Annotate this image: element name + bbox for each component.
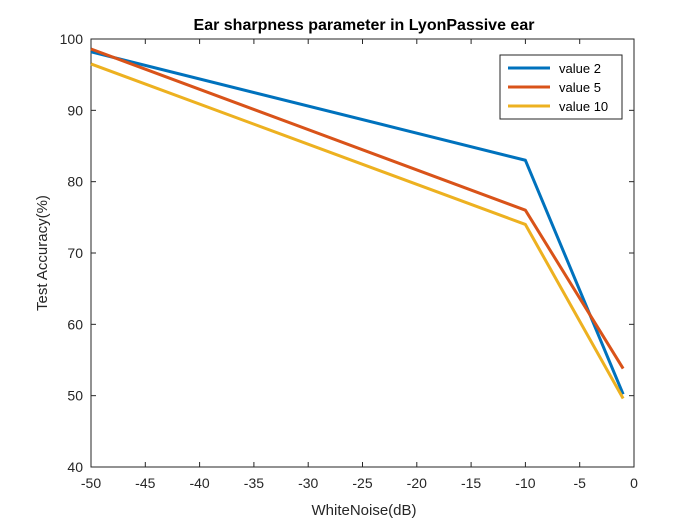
x-tick-label: -30 — [298, 475, 318, 491]
x-tick-label: -5 — [573, 475, 586, 491]
x-tick-label: -45 — [135, 475, 155, 491]
legend-label: value 5 — [559, 80, 601, 95]
y-axis-label: Test Accuracy(%) — [34, 195, 51, 311]
y-axis-ticks: 40 50 60 70 80 90 100 — [60, 31, 634, 475]
y-tick-label: 50 — [67, 388, 83, 404]
x-tick-label: -40 — [189, 475, 209, 491]
series-line — [90, 47, 625, 370]
y-tick-label: 70 — [67, 245, 83, 261]
series-line — [90, 62, 625, 400]
x-tick-label: -15 — [461, 475, 481, 491]
y-tick-label: 90 — [67, 102, 83, 118]
y-tick-label: 60 — [67, 316, 83, 332]
x-tick-label: -35 — [244, 475, 264, 491]
legend: value 2 value 5 value 10 — [499, 54, 623, 120]
y-tick-label: 40 — [67, 459, 83, 475]
y-tick-label: 80 — [67, 174, 83, 190]
series-lines — [90, 47, 625, 400]
x-axis-label: WhiteNoise(dB) — [311, 502, 416, 519]
x-tick-label: -20 — [407, 475, 427, 491]
legend-label: value 10 — [559, 99, 608, 114]
x-tick-label: -50 — [81, 475, 101, 491]
x-tick-label: 0 — [630, 475, 638, 491]
x-axis-ticks: -50 -45 -40 -35 -30 -25 -20 -15 -10 -5 0 — [81, 39, 638, 491]
x-tick-label: -10 — [515, 475, 535, 491]
y-tick-label: 100 — [60, 31, 84, 47]
legend-label: value 2 — [559, 61, 601, 76]
chart-title: Ear sharpness parameter in LyonPassive e… — [194, 17, 535, 34]
x-tick-label: -25 — [352, 475, 372, 491]
